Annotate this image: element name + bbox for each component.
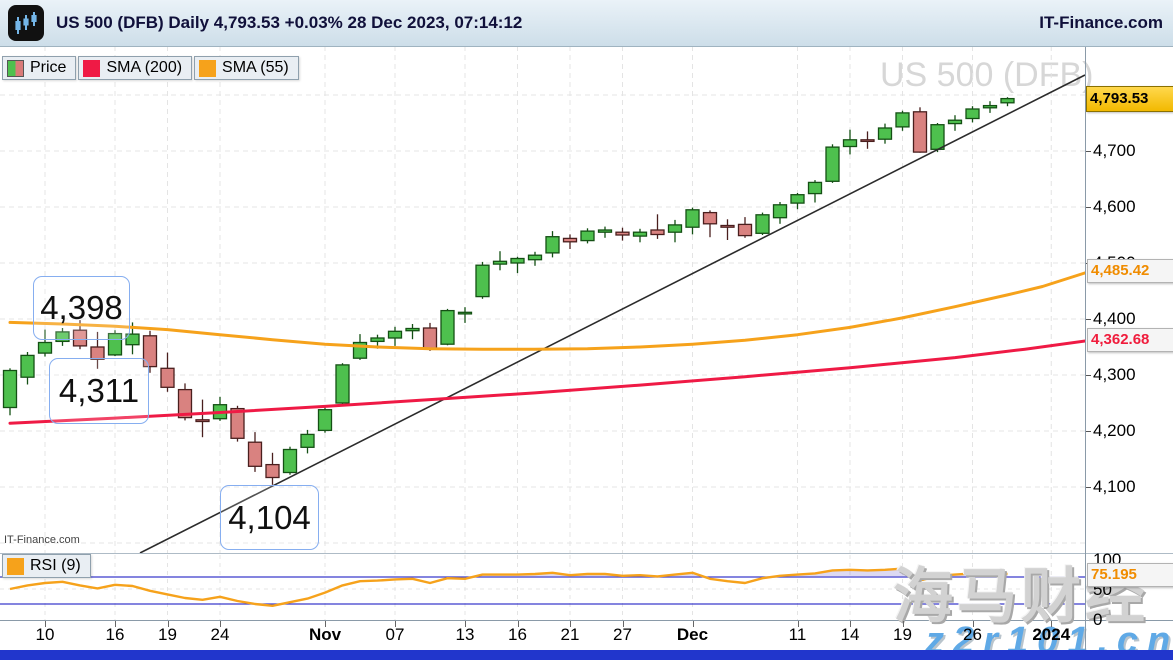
sma55-value-tag: 4,485.42 [1087, 259, 1173, 284]
time-tick-label: 13 [455, 625, 475, 644]
time-tick-mark [850, 621, 851, 627]
price-chart-canvas[interactable] [0, 46, 1086, 553]
time-tick-label: 19 [893, 625, 912, 644]
price-tick-label: 4,300 [1093, 365, 1136, 384]
axis-divider [1085, 46, 1086, 650]
time-tick-mark [797, 621, 799, 627]
time-tick-mark [465, 621, 466, 627]
title-bar: US 500 (DFB) Daily 4,793.53 +0.03% 28 De… [0, 0, 1173, 47]
legend-rsi-label: RSI (9) [30, 557, 81, 574]
legend-price-label: Price [30, 59, 67, 76]
xaxis-separator [0, 620, 1173, 621]
time-tick-label: 14 [840, 625, 860, 644]
price-callout[interactable]: 4,104 [220, 485, 319, 550]
rsi-tick-label: 0 [1093, 610, 1103, 629]
panel-separator [0, 553, 1173, 554]
price-tick-mark [1085, 487, 1091, 488]
time-tick-mark [167, 621, 169, 627]
last-price-tag: 4,793.53 [1086, 85, 1173, 112]
time-tick-label: 27 [613, 625, 632, 644]
price-tick-label: 4,200 [1093, 421, 1136, 440]
time-tick-mark [220, 621, 221, 627]
time-axis-strip[interactable] [0, 621, 1173, 650]
price-tick-label: 4,700 [1093, 141, 1136, 160]
candlestick-logo-icon [8, 5, 44, 41]
time-tick-label: 11 [788, 625, 807, 644]
rsi-swatch-icon [7, 557, 24, 575]
legend-rsi-chip[interactable]: RSI (9) [2, 554, 91, 578]
taskbar-strip [0, 650, 1173, 660]
time-tick-mark [692, 621, 694, 627]
time-tick-mark [517, 621, 519, 627]
time-tick-label: Dec [676, 625, 709, 644]
time-tick-mark [1051, 621, 1053, 627]
price-tick-mark [1085, 375, 1091, 376]
time-tick-mark [325, 621, 326, 627]
price-tick-mark [1085, 319, 1091, 320]
time-tick-label: 07 [385, 625, 405, 644]
price-tick-label: 4,100 [1093, 477, 1136, 496]
time-tick-label: 2024 [1032, 625, 1071, 644]
time-tick-label: 16 [105, 625, 125, 644]
time-tick-mark [395, 621, 396, 627]
provider-watermark: IT-Finance.com [4, 534, 80, 546]
legend-sma55-label: SMA (55) [222, 59, 289, 76]
legend-sma200-label: SMA (200) [106, 59, 183, 76]
time-tick-label: 21 [560, 625, 580, 644]
price-swatch-icon [7, 59, 24, 77]
symbol-watermark: US 500 (DFB) [880, 56, 1094, 94]
rsi-legend: RSI (9) [2, 554, 91, 578]
legend-sma55-chip[interactable]: SMA (55) [194, 56, 299, 80]
time-tick-mark [45, 621, 46, 627]
time-tick-mark [902, 621, 904, 627]
time-tick-label: 16 [508, 625, 527, 644]
price-tick-mark [1085, 431, 1091, 432]
time-tick-label: 26 [963, 625, 982, 644]
price-tick-mark [1085, 151, 1091, 152]
sma200-value-tag: 4,362.68 [1087, 327, 1173, 352]
legend-sma200-chip[interactable]: SMA (200) [78, 56, 193, 80]
time-tick-mark [972, 621, 974, 627]
price-legend: Price SMA (200) SMA (55) [2, 56, 299, 80]
price-callout[interactable]: 4,311 [49, 358, 149, 424]
time-tick-label: Nov [308, 625, 342, 644]
sma55-swatch-icon [199, 59, 217, 77]
price-tick-label: 4,400 [1093, 309, 1136, 328]
rsi-chart-canvas[interactable] [0, 555, 1086, 620]
price-tick-label: 4,600 [1093, 197, 1136, 216]
rsi-value-tag: 75.195 [1087, 562, 1173, 587]
time-tick-mark [570, 621, 571, 627]
instrument-title: US 500 (DFB) Daily 4,793.53 +0.03% 28 De… [56, 13, 523, 32]
time-tick-mark [115, 621, 116, 627]
time-tick-label: 24 [210, 625, 230, 644]
time-tick-label: 10 [35, 625, 55, 644]
legend-price-chip[interactable]: Price [2, 56, 77, 80]
time-tick-label: 19 [158, 625, 177, 644]
brand-link[interactable]: IT-Finance.com [1039, 13, 1163, 32]
price-callout[interactable]: 4,398 [33, 276, 130, 340]
time-tick-mark [622, 621, 624, 627]
price-tick-mark [1085, 207, 1091, 208]
sma200-swatch-icon [83, 59, 101, 77]
